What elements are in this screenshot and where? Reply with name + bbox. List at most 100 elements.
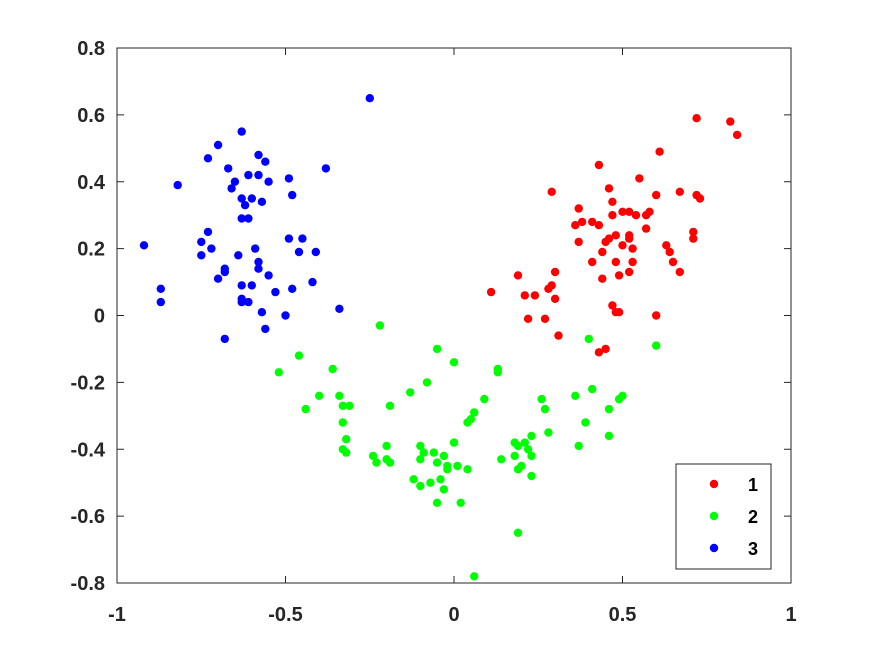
point-series-1 [631, 211, 641, 220]
point-series-2 [439, 451, 449, 461]
point-series-1 [598, 247, 607, 257]
point-series-2 [456, 498, 465, 507]
point-series-2 [416, 441, 425, 451]
point-series-2 [449, 358, 459, 367]
point-series-2 [544, 428, 553, 437]
point-series-2 [453, 461, 462, 471]
point-series-3 [237, 127, 246, 136]
point-series-1 [625, 234, 634, 243]
points-layer [139, 94, 742, 581]
x-tick-label: 0 [448, 604, 459, 626]
point-series-2 [493, 368, 502, 377]
point-series-1 [611, 257, 620, 267]
point-series-2 [335, 391, 344, 400]
point-series-1 [594, 160, 604, 170]
point-series-1 [554, 331, 563, 340]
point-series-3 [365, 94, 374, 103]
point-series-2 [301, 404, 310, 414]
point-series-3 [203, 154, 213, 163]
point-series-3 [237, 194, 246, 203]
point-series-2 [426, 478, 435, 487]
point-series-1 [574, 237, 583, 247]
y-tick-label: -0.8 [71, 573, 105, 595]
point-series-3 [213, 274, 223, 283]
legend-label-3: 3 [748, 539, 758, 559]
point-series-2 [432, 344, 442, 354]
point-series-3 [197, 237, 206, 247]
point-series-2 [513, 528, 523, 537]
point-series-3 [311, 247, 320, 257]
point-series-1 [618, 207, 627, 216]
point-series-2 [368, 451, 378, 461]
point-series-1 [618, 241, 627, 250]
point-series-2 [614, 394, 624, 404]
point-series-1 [641, 224, 651, 233]
point-series-2 [584, 334, 593, 344]
point-series-3 [156, 297, 165, 307]
point-series-3 [156, 284, 165, 293]
point-series-3 [247, 281, 256, 290]
point-series-2 [527, 451, 536, 461]
point-series-2 [604, 404, 614, 414]
point-series-1 [675, 187, 684, 196]
point-series-3 [237, 214, 246, 223]
point-series-3 [244, 297, 253, 307]
point-series-3 [281, 311, 290, 320]
point-series-2 [439, 485, 449, 494]
point-series-2 [604, 431, 614, 441]
point-series-2 [497, 455, 506, 464]
point-series-3 [224, 164, 233, 173]
point-series-2 [345, 401, 354, 410]
axis-ticks: -1 -0.5 0 0.5 1 0.8 0.6 0.4 0.2 0 -0.2 -0.4 -0.6 -0.8 [71, 38, 797, 626]
point-series-2 [540, 404, 550, 414]
point-series-1 [544, 284, 553, 293]
point-series-1 [611, 231, 620, 240]
point-series-3 [240, 201, 250, 210]
point-series-3 [257, 197, 267, 206]
point-series-2 [375, 321, 385, 330]
y-tick-label: 0 [94, 306, 105, 328]
point-series-3 [220, 334, 229, 344]
point-series-2 [574, 441, 583, 451]
point-series-2 [443, 465, 452, 474]
y-tick-label: 0.2 [77, 239, 105, 261]
point-series-2 [520, 438, 529, 447]
point-series-3 [254, 257, 263, 267]
point-series-3 [173, 180, 182, 190]
point-series-2 [513, 465, 523, 474]
point-series-2 [382, 441, 391, 451]
point-series-3 [203, 227, 213, 237]
x-tick-label: -0.5 [268, 604, 302, 626]
point-series-2 [436, 475, 445, 484]
point-series-2 [342, 435, 351, 444]
x-tick-label: 1 [785, 604, 796, 626]
y-tick-label: 0.4 [77, 172, 106, 194]
point-series-2 [432, 458, 442, 467]
point-series-3 [244, 170, 253, 180]
point-series-1 [571, 221, 580, 230]
point-series-3 [254, 264, 263, 273]
point-series-2 [463, 465, 472, 474]
legend-label-2: 2 [748, 507, 758, 527]
point-series-1 [604, 184, 614, 193]
point-series-2 [513, 441, 523, 451]
point-series-3 [308, 277, 317, 287]
point-series-2 [470, 572, 479, 581]
point-series-3 [321, 164, 331, 173]
point-series-1 [577, 217, 587, 227]
point-series-2 [294, 351, 304, 360]
point-series-3 [288, 284, 297, 293]
point-series-2 [385, 458, 395, 467]
point-series-2 [422, 378, 432, 387]
point-series-3 [271, 287, 280, 297]
point-series-2 [581, 418, 590, 427]
point-series-1 [614, 271, 624, 280]
point-series-2 [510, 451, 519, 461]
point-series-1 [675, 267, 684, 277]
point-series-2 [372, 458, 381, 467]
point-series-3 [197, 251, 206, 260]
legend-label-1: 1 [748, 475, 758, 495]
point-series-1 [574, 204, 583, 213]
point-series-1 [625, 267, 634, 277]
